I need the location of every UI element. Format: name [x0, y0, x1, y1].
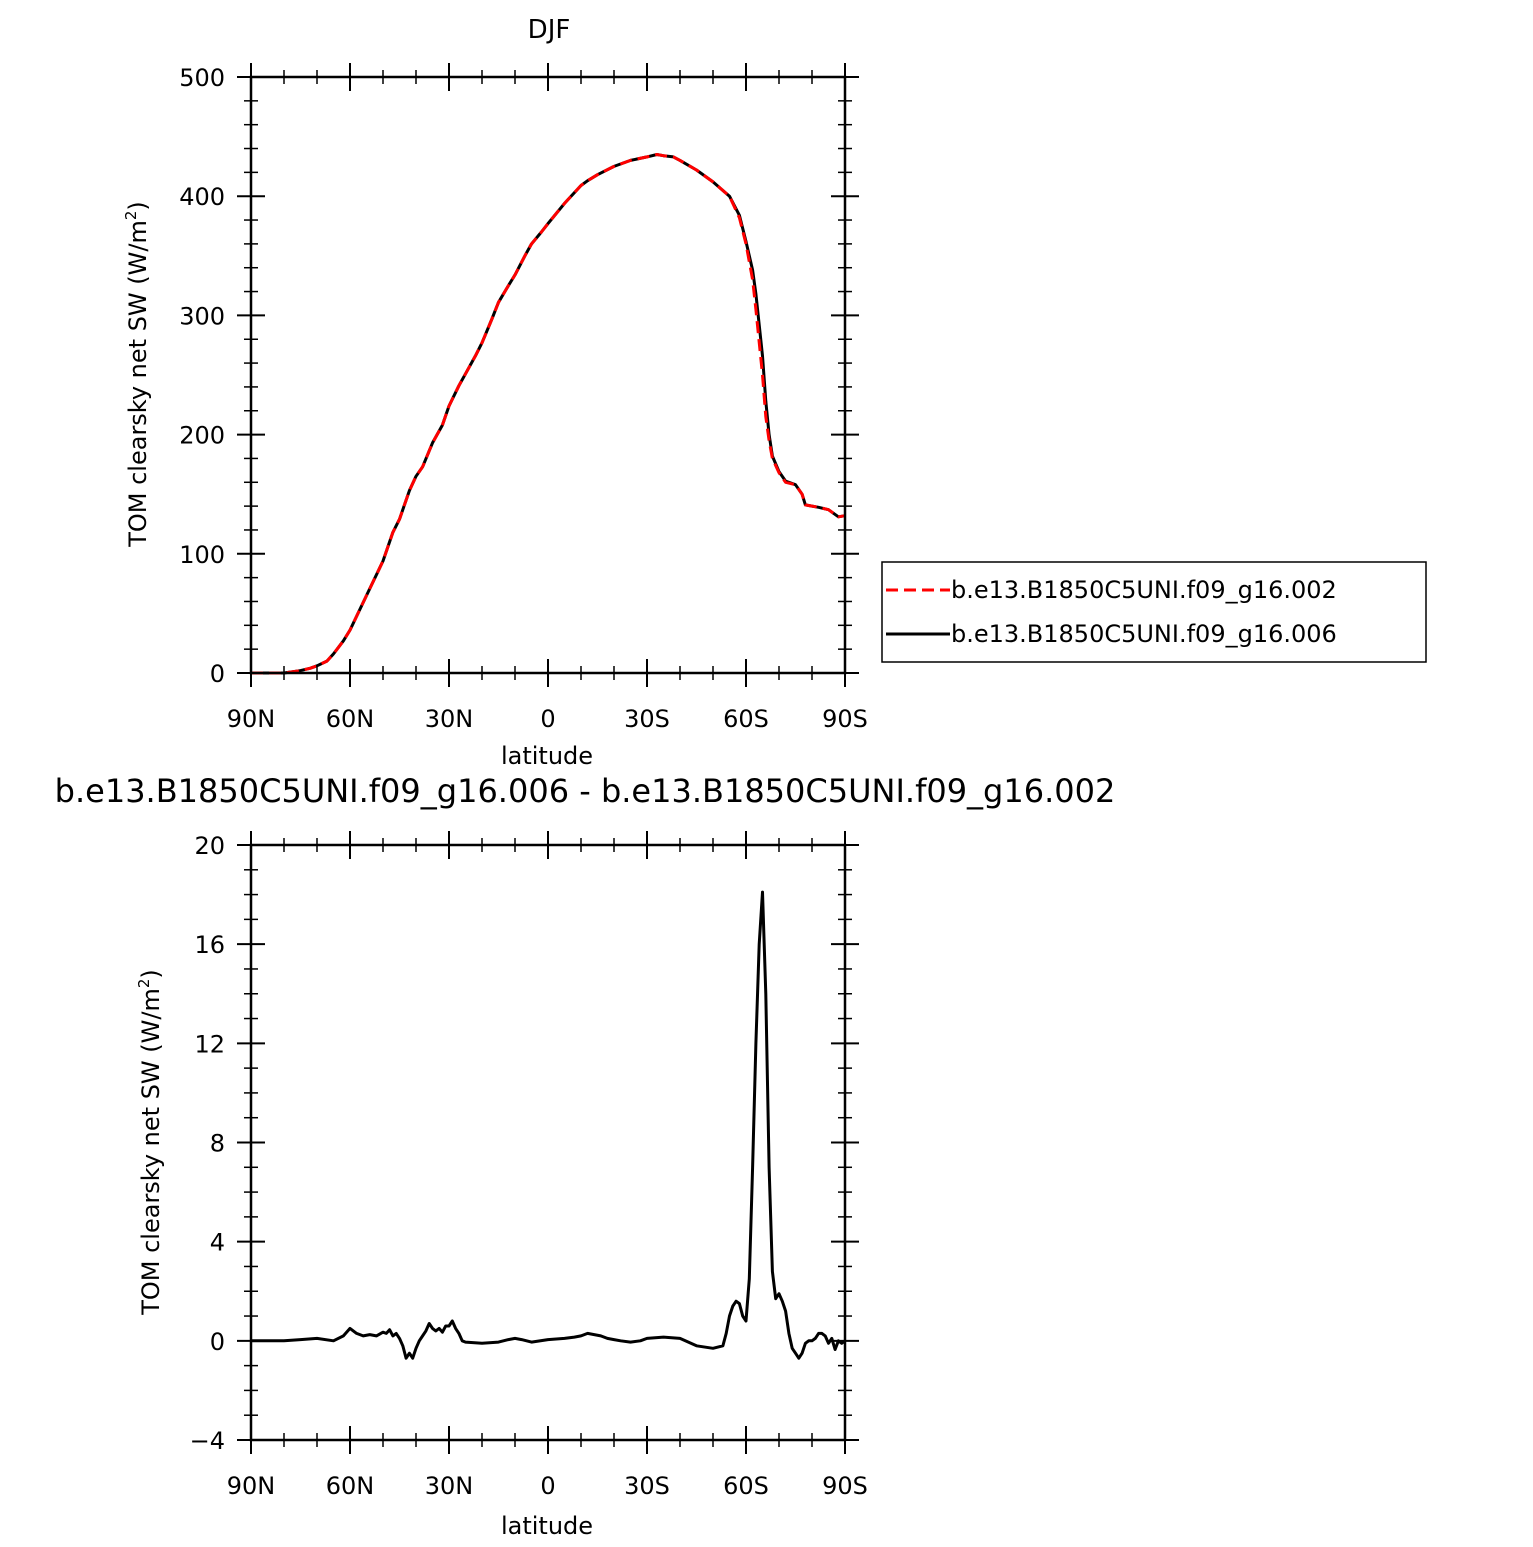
x-axis-label: latitude	[501, 1512, 593, 1540]
y-tick-label: 0	[210, 1328, 225, 1356]
y-tick-label: 20	[194, 832, 225, 860]
x-tick-label: 30N	[425, 705, 474, 733]
y-tick-label: 16	[194, 931, 225, 959]
x-tick-label: 90N	[227, 705, 276, 733]
x-tick-label: 0	[540, 1472, 555, 1500]
svg-text:TOM clearsky net SW (W/m2): TOM clearsky net SW (W/m2)	[122, 201, 152, 548]
y-tick-label: −4	[190, 1427, 225, 1455]
y-tick-label: 8	[210, 1130, 225, 1158]
y-axis-label-close: )	[124, 201, 152, 210]
y-tick-label: 0	[210, 660, 225, 688]
y-axis-label: TOM clearsky net SW (W/m2)	[135, 969, 165, 1316]
chart-title: b.e13.B1850C5UNI.f09_g16.006 - b.e13.B18…	[55, 772, 1116, 810]
legend: b.e13.B1850C5UNI.f09_g16.002 b.e13.B1850…	[881, 561, 1427, 663]
x-tick-label: 90N	[227, 1472, 276, 1500]
plot-frame	[249, 843, 847, 1442]
y-axis-label-close: )	[137, 969, 165, 978]
y-tick-label: 500	[179, 64, 225, 92]
legend-box	[881, 561, 1427, 663]
x-tick-label: 60N	[326, 705, 375, 733]
panel-bottom: b.e13.B1850C5UNI.f09_g16.006 - b.e13.B18…	[55, 772, 1116, 1540]
x-tick-label: 30S	[624, 1472, 670, 1500]
x-axis-label: latitude	[501, 742, 593, 770]
y-tick-label: 4	[210, 1229, 225, 1257]
x-tick-label: 90S	[822, 1472, 868, 1500]
x-tick-label: 60S	[723, 705, 769, 733]
legend-label-series-1: b.e13.B1850C5UNI.f09_g16.002	[951, 576, 1337, 604]
x-tick-label: 30S	[624, 705, 670, 733]
y-tick-label: 300	[179, 302, 225, 330]
y-tick-label: 100	[179, 541, 225, 569]
y-axis-label-sup: 2	[122, 211, 140, 221]
plot-frame	[249, 75, 847, 675]
x-tick-label: 90S	[822, 705, 868, 733]
x-tick-label: 30N	[425, 1472, 474, 1500]
svg-text:TOM clearsky net SW (W/m2): TOM clearsky net SW (W/m2)	[135, 969, 165, 1316]
series-line-1	[251, 890, 846, 1360]
y-axis-label-main: TOM clearsky net SW (W/m	[124, 220, 152, 548]
y-axis-label-sup: 2	[135, 979, 153, 989]
y-tick-label: 200	[179, 422, 225, 450]
y-tick-label: 400	[179, 183, 225, 211]
panel-top: DJF TOM clearsky net SW (W/m2) latitude …	[122, 15, 1427, 770]
x-tick-label: 60S	[723, 1472, 769, 1500]
legend-label-series-2: b.e13.B1850C5UNI.f09_g16.006	[951, 620, 1337, 648]
x-tick-label: 0	[540, 705, 555, 733]
y-axis-label: TOM clearsky net SW (W/m2)	[122, 201, 152, 548]
chart-title: DJF	[528, 15, 571, 45]
y-axis-label-main: TOM clearsky net SW (W/m	[137, 988, 165, 1316]
y-tick-label: 12	[194, 1030, 225, 1058]
series-line-2	[251, 153, 846, 675]
series-line-1	[251, 153, 846, 675]
x-tick-label: 60N	[326, 1472, 375, 1500]
